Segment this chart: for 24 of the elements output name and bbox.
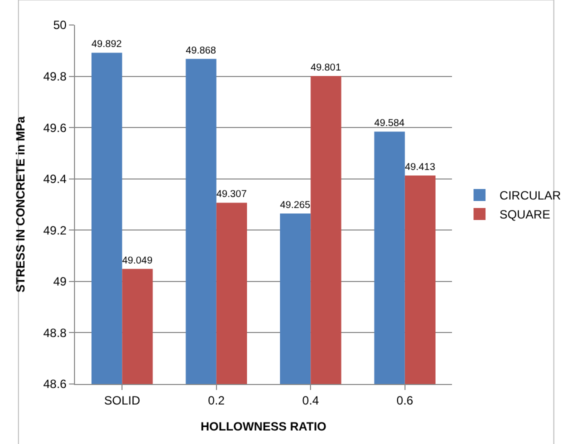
x-tick-label: 0.2 — [208, 393, 226, 408]
y-tick-label: 49.4 — [43, 172, 67, 186]
y-tick-label: 49.6 — [43, 120, 67, 135]
data-label: 49.413 — [404, 162, 436, 174]
data-label: 49.307 — [216, 189, 248, 200]
data-label: 49.049 — [122, 255, 153, 266]
y-tick-label: 49.2 — [43, 223, 67, 238]
y-axis-title: STRESS IN CONCRETE in MPa — [14, 116, 28, 293]
x-axis-title: HOLLOWNESS RATIO — [200, 419, 326, 434]
x-tick-label: 0.4 — [302, 393, 320, 408]
y-tick-label: 48.6 — [43, 377, 67, 392]
data-label: 49.584 — [374, 118, 406, 130]
legend-label: CIRCULAR — [500, 188, 562, 203]
y-tick-label: 49 — [53, 274, 67, 289]
legend-label: SQUARE — [500, 208, 550, 222]
y-tick-label: 48.8 — [43, 326, 67, 340]
x-tick-label: 0.6 — [396, 393, 414, 408]
data-label: 49.868 — [186, 45, 217, 56]
data-label: 49.265 — [280, 200, 311, 211]
x-tick-label: SOLID — [104, 393, 140, 408]
data-label: 49.892 — [92, 39, 122, 50]
y-tick-label: 49.8 — [43, 69, 67, 84]
data-label: 49.801 — [310, 62, 342, 74]
y-tick-label: 50 — [53, 18, 67, 32]
